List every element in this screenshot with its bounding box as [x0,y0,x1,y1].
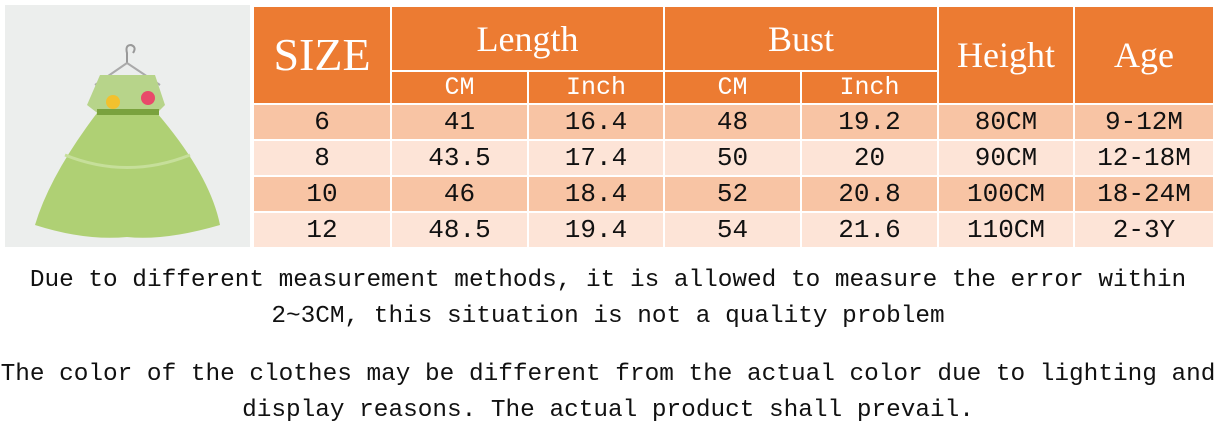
header-unit: CM [663,70,803,105]
table-row: 8 43.5 17.4 50 20 90CM 12-18M [252,139,1216,177]
table-cell: 20.8 [800,175,940,213]
table-cell: 50 [663,139,803,177]
table-cell: 48.5 [390,211,529,249]
table-cell: 9-12M [1073,103,1216,141]
table-cell: 52 [663,175,803,213]
table-cell: 80CM [937,103,1076,141]
table-row: 10 46 18.4 52 20.8 100CM 18-24M [252,175,1216,213]
table-cell: 19.4 [526,211,666,249]
size-table: SIZE Length Bust Height Age CM Inch CM I… [252,5,1216,249]
table-cell: 90CM [937,139,1076,177]
note: The color of the clothes may be differen… [0,361,1216,424]
table-cell: 20 [800,139,940,177]
table-cell: 19.2 [800,103,940,141]
table-row: 12 48.5 19.4 54 21.6 110CM 2-3Y [252,211,1216,249]
header-length: Length [389,5,666,72]
product-photo [5,5,250,247]
table-cell: 12 [252,211,392,249]
header-height: Height [937,5,1076,105]
table-cell: 16.4 [526,103,666,141]
table-cell: 48 [663,103,803,141]
header-age: Age [1073,5,1216,105]
table-cell: 2-3Y [1073,211,1216,249]
table-cell: 12-18M [1073,139,1216,177]
header-bust: Bust [663,5,940,72]
table-cell: 17.4 [526,139,666,177]
table-cell: 41 [390,103,529,141]
header-size: SIZE [252,5,392,105]
table-cell: 100CM [937,175,1076,213]
table-cell: 8 [252,139,392,177]
table-cell: 18-24M [1073,175,1216,213]
table-cell: 43.5 [390,139,529,177]
header-unit: Inch [526,70,666,105]
table-cell: 21.6 [800,211,940,249]
table-cell: 18.4 [526,175,666,213]
table-cell: 46 [390,175,529,213]
table-cell: 10 [252,175,392,213]
table-cell: 6 [252,103,392,141]
note: Due to different measurement methods, it… [29,267,1187,330]
table-cell: 54 [663,211,803,249]
table-cell: 110CM [937,211,1076,249]
table-row: 6 41 16.4 48 19.2 80CM 9-12M [252,103,1216,141]
header-unit: Inch [800,70,940,105]
header-unit: CM [390,70,529,105]
